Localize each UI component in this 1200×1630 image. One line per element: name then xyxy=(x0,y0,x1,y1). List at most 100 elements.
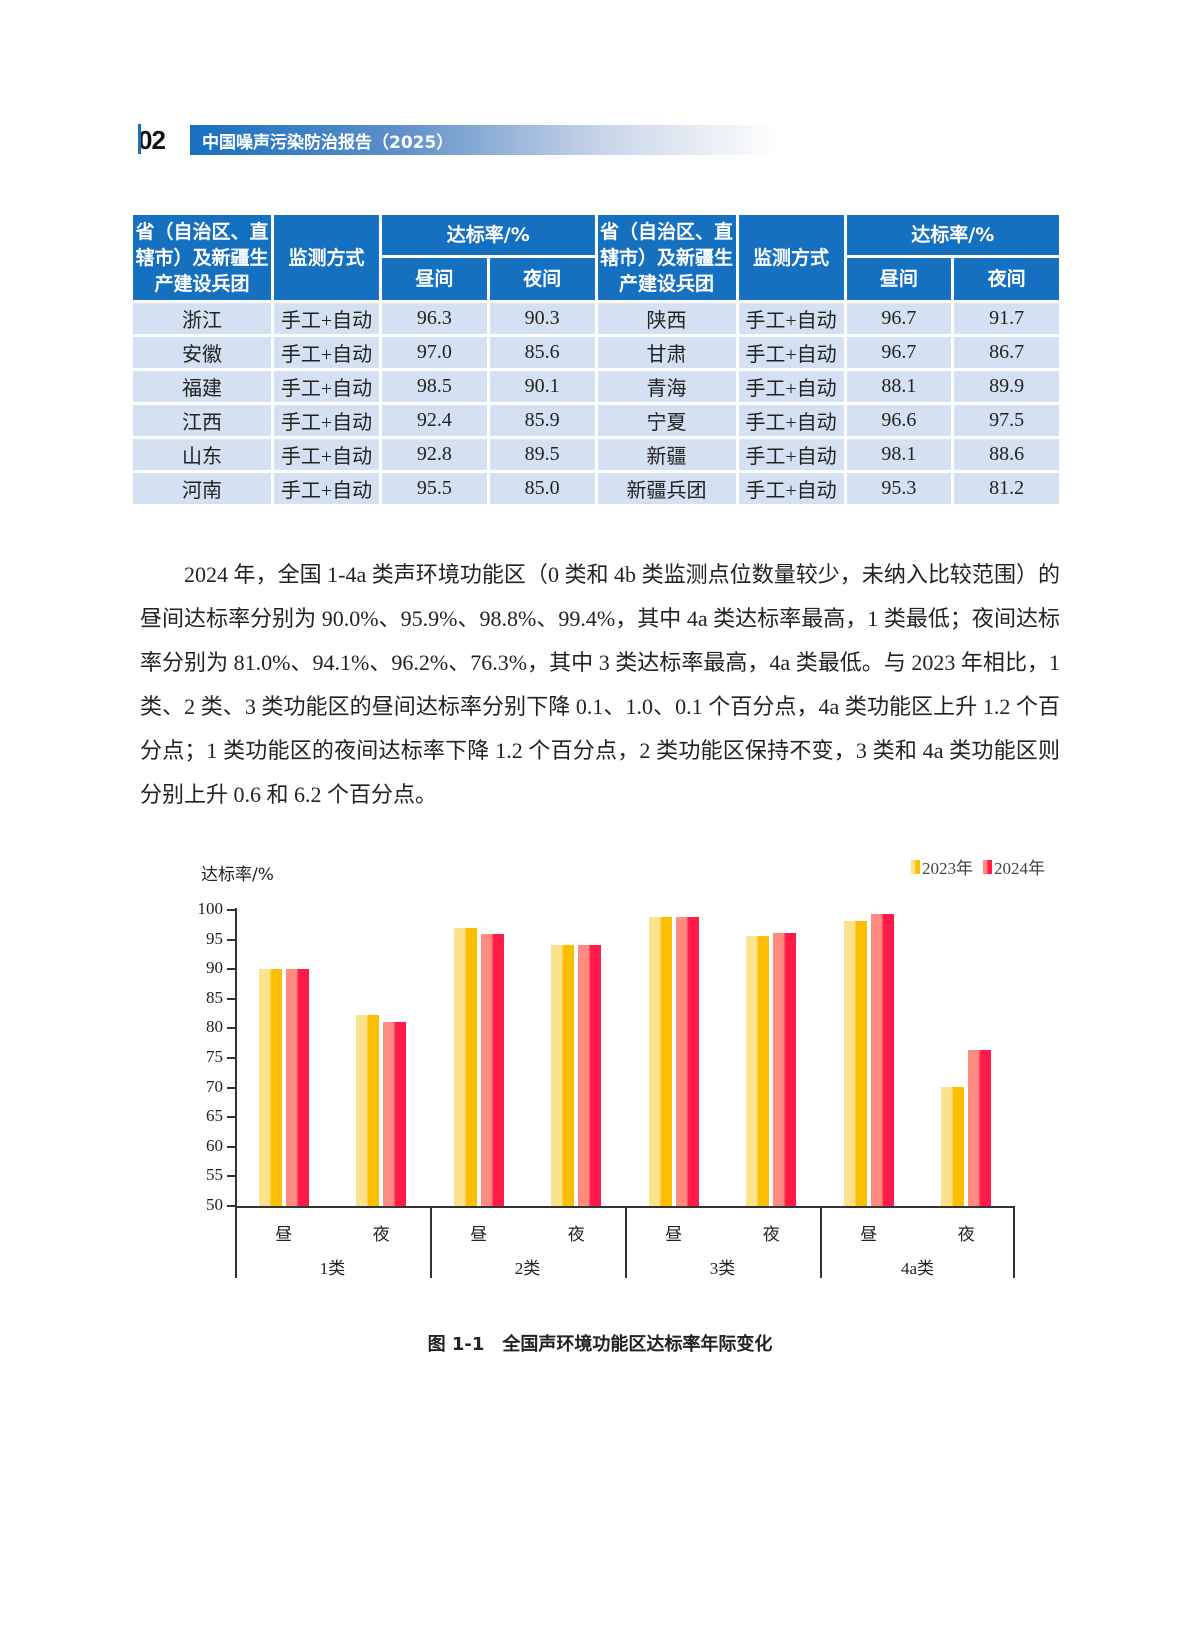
bar-2023 xyxy=(648,916,672,1206)
bar-2023 xyxy=(746,936,770,1206)
figure-title: 全国声环境功能区达标率年际变化 xyxy=(502,1334,773,1355)
cell-method: 手工+自动 xyxy=(738,405,844,436)
header-rate: 达标率/% xyxy=(382,215,595,255)
cell-method: 手工+自动 xyxy=(738,439,844,470)
cell-name: 宁夏 xyxy=(597,405,736,436)
paragraph-text: 2024 年，全国 1-4a 类声环境功能区（0 类和 4b 类监测点位数量较少… xyxy=(140,562,1060,807)
figure-caption: 图 1-1 全国声环境功能区达标率年际变化 xyxy=(0,1330,1200,1356)
y-tick-label: 90 xyxy=(206,958,223,978)
bar-2023 xyxy=(843,920,867,1206)
header-rate: 达标率/% xyxy=(846,215,1059,255)
y-tick-label: 65 xyxy=(206,1106,223,1126)
cell-day: 96.7 xyxy=(846,337,952,368)
cell-night: 85.6 xyxy=(489,337,595,368)
group-separator xyxy=(235,1208,237,1278)
cell-day: 92.8 xyxy=(382,439,487,470)
bar-chart: 达标率/% 2023年 2024年 100 95 90 85 80 75 70 65 60 55 5… xyxy=(180,859,1045,1310)
cell-name: 新疆兵团 xyxy=(597,473,736,504)
header-night: 夜间 xyxy=(954,258,1059,300)
report-title: 中国噪声污染防治报告（2025） xyxy=(202,132,454,153)
header-method: 监测方式 xyxy=(274,215,379,300)
cell-method: 手工+自动 xyxy=(738,337,844,368)
cell-method: 手工+自动 xyxy=(738,303,844,334)
bar-2024 xyxy=(675,917,699,1206)
cell-name: 甘肃 xyxy=(597,337,736,368)
cell-method: 手工+自动 xyxy=(274,405,379,436)
cell-name: 山东 xyxy=(133,439,271,470)
x-axis xyxy=(235,1206,1015,1208)
cell-night: 88.6 xyxy=(954,439,1059,470)
cell-method: 手工+自动 xyxy=(738,473,844,504)
page-header: 02 中国噪声污染防治报告（2025） xyxy=(138,124,780,156)
bar-2023 xyxy=(941,1087,965,1206)
y-tick xyxy=(227,997,235,1000)
y-tick xyxy=(227,909,235,911)
x-category-label: 昼 xyxy=(860,1225,878,1244)
bar-2023 xyxy=(356,1015,380,1206)
y-tick-label: 85 xyxy=(206,987,223,1007)
header-accent-bar xyxy=(138,124,141,154)
legend-label-2023: 2023年 xyxy=(922,859,973,878)
cell-night: 85.9 xyxy=(489,405,595,436)
y-tick-label: 75 xyxy=(206,1047,223,1066)
x-category-label: 昼 xyxy=(275,1225,293,1244)
y-tick xyxy=(227,1086,235,1089)
bar-2023 xyxy=(258,968,282,1206)
y-tick-label: 70 xyxy=(206,1076,223,1096)
bar-2024 xyxy=(383,1022,407,1206)
plot-area: 100 95 90 85 80 75 70 65 60 55 50 昼 夜 昼 夜 昼 夜 昼 夜 1类 2类 3类 4a类 xyxy=(198,899,1015,1278)
group-separator xyxy=(820,1208,822,1278)
province-rate-table: 省（自治区、直辖市）及新疆生产建设兵团 监测方式 达标率/% 省（自治区、直辖市… xyxy=(130,212,1062,507)
cell-night: 85.0 xyxy=(489,473,595,504)
header-method: 监测方式 xyxy=(738,215,844,300)
chart-legend: 2023年 2024年 xyxy=(911,854,1045,879)
bar-2024 xyxy=(773,932,797,1206)
page-number: 02 xyxy=(138,124,166,155)
group-separator xyxy=(1013,1208,1015,1278)
cell-name: 陕西 xyxy=(597,303,736,334)
bar-2024 xyxy=(285,969,309,1206)
cell-night: 90.1 xyxy=(489,371,595,402)
cell-method: 手工+自动 xyxy=(274,439,379,470)
y-tick-label: 50 xyxy=(206,1195,223,1214)
x-group-label: 2类 xyxy=(514,1259,541,1278)
legend-item-2023: 2023年 xyxy=(911,854,973,879)
y-tick-label: 55 xyxy=(206,1165,223,1185)
x-category-label: 昼 xyxy=(470,1225,488,1244)
cell-day: 92.4 xyxy=(382,405,487,436)
bar-2024 xyxy=(870,913,894,1206)
bar-2023 xyxy=(453,928,477,1206)
figure-number: 图 1-1 xyxy=(427,1334,485,1355)
x-group-label: 3类 xyxy=(709,1259,736,1278)
cell-name: 青海 xyxy=(597,371,736,402)
header-night: 夜间 xyxy=(489,258,595,300)
cell-method: 手工+自动 xyxy=(274,473,379,504)
group-separator xyxy=(430,1208,432,1278)
cell-name: 河南 xyxy=(133,473,271,504)
cell-method: 手工+自动 xyxy=(738,371,844,402)
x-category-label: 夜 xyxy=(567,1225,585,1244)
cell-name: 福建 xyxy=(133,371,271,402)
cell-day: 95.3 xyxy=(846,473,952,504)
x-category-label: 昼 xyxy=(665,1225,683,1244)
cell-night: 97.5 xyxy=(954,405,1059,436)
y-tick xyxy=(227,968,235,971)
header-province: 省（自治区、直辖市）及新疆生产建设兵团 xyxy=(597,215,736,300)
table-row: 河南 手工+自动 95.5 85.0 新疆兵团 手工+自动 95.3 81.2 xyxy=(133,473,1059,504)
y-tick-label: 100 xyxy=(197,899,224,918)
cell-day: 96.7 xyxy=(846,303,952,334)
table-row: 浙江 手工+自动 96.3 90.3 陕西 手工+自动 96.7 91.7 xyxy=(133,303,1059,334)
table-row: 福建 手工+自动 98.5 90.1 青海 手工+自动 88.1 89.9 xyxy=(133,371,1059,402)
header-province: 省（自治区、直辖市）及新疆生产建设兵团 xyxy=(133,215,271,300)
y-tick xyxy=(227,1205,235,1207)
cell-method: 手工+自动 xyxy=(274,337,379,368)
y-tick-label: 60 xyxy=(206,1135,223,1155)
cell-night: 89.9 xyxy=(954,371,1059,402)
x-category-label: 夜 xyxy=(762,1225,780,1244)
cell-name: 江西 xyxy=(133,405,271,436)
cell-name: 浙江 xyxy=(133,303,271,334)
legend-item-2024: 2024年 xyxy=(983,854,1045,879)
cell-day: 97.0 xyxy=(382,337,487,368)
cell-night: 81.2 xyxy=(954,473,1059,504)
x-category-label: 夜 xyxy=(372,1225,390,1244)
